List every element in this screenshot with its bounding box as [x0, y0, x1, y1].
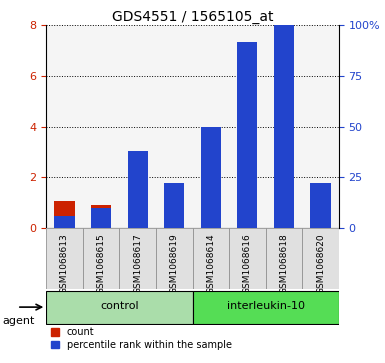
- Bar: [119, 228, 156, 289]
- Bar: [274, 70, 294, 228]
- Bar: [201, 131, 221, 228]
- Text: GSM1068614: GSM1068614: [206, 233, 215, 294]
- Text: GSM1068616: GSM1068616: [243, 233, 252, 294]
- Bar: [229, 228, 266, 289]
- Bar: [164, 185, 184, 228]
- Bar: [54, 216, 75, 228]
- Bar: [91, 208, 111, 228]
- Text: interleukin-10: interleukin-10: [227, 301, 305, 311]
- Bar: [46, 228, 83, 289]
- Bar: [91, 205, 111, 228]
- Bar: [192, 291, 339, 323]
- Bar: [83, 228, 119, 289]
- Bar: [237, 96, 258, 228]
- Bar: [302, 228, 339, 289]
- Bar: [127, 163, 148, 228]
- Bar: [266, 228, 302, 289]
- Text: control: control: [100, 301, 139, 311]
- Title: GDS4551 / 1565105_at: GDS4551 / 1565105_at: [112, 11, 273, 24]
- Text: GSM1068613: GSM1068613: [60, 233, 69, 294]
- Text: GSM1068619: GSM1068619: [170, 233, 179, 294]
- Bar: [164, 183, 184, 228]
- Bar: [192, 228, 229, 289]
- Text: GSM1068615: GSM1068615: [97, 233, 105, 294]
- Bar: [46, 291, 192, 323]
- Bar: [156, 228, 192, 289]
- Bar: [237, 42, 258, 228]
- Bar: [310, 184, 331, 228]
- Bar: [127, 151, 148, 228]
- Bar: [310, 183, 331, 228]
- Bar: [201, 127, 221, 228]
- Bar: [54, 201, 75, 228]
- Text: GSM1068617: GSM1068617: [133, 233, 142, 294]
- Legend: count, percentile rank within the sample: count, percentile rank within the sample: [51, 327, 232, 350]
- Bar: [274, 0, 294, 228]
- Text: GSM1068618: GSM1068618: [280, 233, 288, 294]
- Text: GSM1068620: GSM1068620: [316, 233, 325, 294]
- Text: agent: agent: [2, 316, 34, 326]
